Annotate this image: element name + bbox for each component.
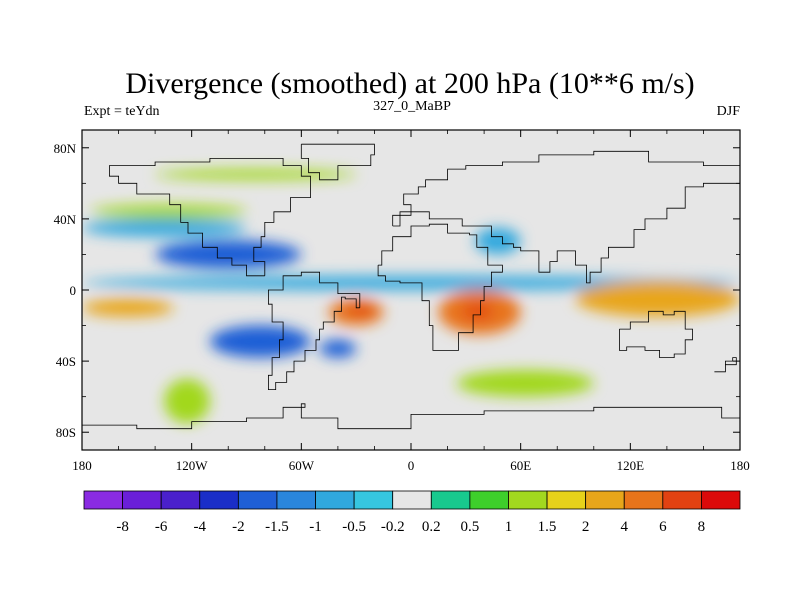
- colorbar-swatch: [430, 490, 471, 510]
- chart-title: Divergence (smoothed) at 200 hPa (10**6 …: [125, 67, 694, 100]
- colorbar-label: -6: [155, 519, 168, 535]
- colorbar-swatch: [276, 490, 316, 510]
- colorbar-label: -0.2: [381, 519, 405, 535]
- colorbar-swatch: [469, 490, 509, 510]
- x-tick-label: 120E: [617, 458, 645, 473]
- season-label: DJF: [717, 104, 741, 119]
- coastline-outline: [82, 143, 740, 430]
- colorbar-swatch: [122, 490, 162, 510]
- colorbar-label: 2: [582, 519, 590, 535]
- field-region: [155, 169, 357, 180]
- x-tick-label: 0: [408, 458, 415, 473]
- coastline: [377, 223, 503, 351]
- colorbar-label: 6: [659, 519, 667, 535]
- colorbar: -8 -6 -4 -2 -1.5 -1 -0.5 -0.2 0.2 0.5 1 1.5 2 4 6 8: [83, 490, 741, 535]
- y-tick-label: 80S: [56, 425, 76, 440]
- coastline: [619, 310, 693, 358]
- colorbar-swatch: [353, 490, 394, 510]
- colorbar-label: 1.5: [538, 519, 557, 535]
- colorbar-label: 4: [620, 519, 628, 535]
- x-tick-label: 180: [72, 458, 92, 473]
- y-tick-label: 40N: [54, 212, 77, 227]
- field-region: [319, 339, 357, 358]
- colorbar-label: 0.2: [422, 519, 441, 535]
- y-tick-label: 80N: [54, 141, 77, 156]
- colorbar-label: 1: [505, 519, 513, 535]
- field-region: [209, 325, 311, 358]
- run-label: 327_0_MaBP: [373, 99, 451, 114]
- field-region: [82, 298, 174, 317]
- colorbar-swatch: [83, 490, 123, 510]
- field-region: [474, 227, 521, 255]
- colorbar-label: 0.5: [461, 519, 480, 535]
- colorbar-swatch: [546, 490, 587, 510]
- coastline: [268, 271, 361, 390]
- colorbar-swatch: [392, 490, 432, 510]
- field-region: [575, 281, 740, 317]
- x-tick-label: 60E: [510, 458, 531, 473]
- colorbar-label: -4: [194, 519, 207, 535]
- coastline: [300, 143, 375, 181]
- colorbar-swatch: [160, 490, 201, 510]
- coastline: [714, 357, 737, 373]
- colorbar-label: 8: [698, 519, 706, 535]
- field-region: [164, 378, 210, 424]
- colorbar-label: -1.5: [265, 519, 289, 535]
- colorbar-label: -8: [116, 519, 129, 535]
- field-layer: [82, 169, 740, 424]
- y-tick-label: 40S: [56, 354, 76, 369]
- colorbar-swatch: [701, 490, 741, 510]
- colorbar-swatch: [585, 490, 625, 510]
- colorbar-swatch: [199, 490, 239, 510]
- x-tick-label: 120W: [176, 458, 209, 473]
- colorbar-swatch: [623, 490, 664, 510]
- field-region: [462, 304, 494, 319]
- field-region: [347, 304, 375, 315]
- field-region: [456, 370, 594, 397]
- experiment-label: Expt = teYdn: [84, 104, 160, 119]
- colorbar-swatch: [237, 490, 278, 510]
- y-axis: 80N 40N 0 40S 80S: [54, 141, 740, 440]
- colorbar-swatch: [315, 490, 355, 510]
- coastline: [109, 158, 311, 277]
- coastline: [82, 403, 740, 430]
- colorbar-label: -0.5: [342, 519, 366, 535]
- field-region: [82, 218, 247, 237]
- divergence-field: [82, 169, 740, 424]
- x-tick-label: 180: [730, 458, 750, 473]
- field-region: [91, 204, 247, 219]
- colorbar-swatch: [662, 490, 702, 510]
- field-region: [155, 240, 302, 269]
- y-tick-label: 0: [70, 283, 77, 298]
- colorbar-label: -1: [309, 519, 322, 535]
- colorbar-swatch: [508, 490, 548, 510]
- x-tick-label: 60W: [289, 458, 315, 473]
- x-axis: 180 120W 60W 0 60E 120E 180: [72, 130, 750, 473]
- colorbar-label: -2: [232, 519, 245, 535]
- coastline: [392, 150, 740, 284]
